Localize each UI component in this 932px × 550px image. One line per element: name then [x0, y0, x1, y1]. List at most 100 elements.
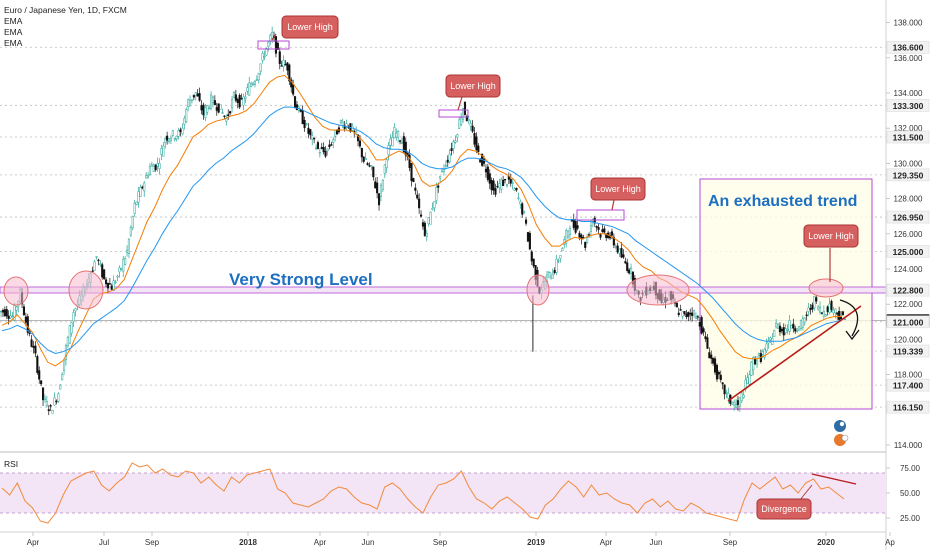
- candlestick-series: [0, 26, 846, 416]
- candle: [91, 266, 94, 272]
- candle: [288, 63, 291, 85]
- candle: [171, 130, 174, 138]
- candle: [103, 269, 106, 280]
- price-tick-label: 130.000: [894, 159, 923, 168]
- candle: [255, 75, 258, 81]
- candle: [125, 245, 129, 257]
- candle: [502, 175, 505, 187]
- candle: [710, 350, 713, 364]
- candle: [587, 232, 591, 238]
- price-level-tag: 133.300: [886, 99, 930, 112]
- candle: [188, 95, 192, 107]
- price-tick-label: 126.000: [894, 230, 923, 239]
- candle: [206, 105, 209, 115]
- candle: [5, 305, 8, 320]
- candle: [307, 123, 310, 139]
- candle: [398, 139, 402, 145]
- price-level-label: 122.800: [893, 286, 924, 296]
- ema-slow-line: [1, 106, 843, 355]
- lower-high-markers: [257, 40, 625, 221]
- candle: [425, 229, 428, 242]
- candle: [776, 323, 780, 329]
- candle: [143, 180, 146, 198]
- candle: [713, 356, 717, 375]
- candle: [166, 131, 169, 145]
- candle: [293, 95, 297, 109]
- candle: [242, 93, 245, 111]
- candle: [374, 177, 377, 189]
- time-tick-label: Jul: [99, 538, 109, 547]
- candle: [395, 128, 398, 141]
- candle: [34, 341, 37, 358]
- candle: [32, 340, 35, 354]
- candle: [61, 372, 64, 381]
- candle: [15, 305, 18, 316]
- candle: [452, 139, 455, 154]
- candle: [549, 272, 552, 280]
- candle: [173, 137, 176, 142]
- candle: [40, 380, 43, 387]
- candle: [41, 387, 45, 406]
- candle: [618, 248, 621, 257]
- candle: [402, 132, 405, 154]
- candle: [528, 230, 531, 251]
- candle: [316, 140, 320, 150]
- candle: [555, 254, 558, 276]
- candle: [376, 177, 379, 199]
- price-tick-label: 120.000: [894, 335, 923, 344]
- candle: [429, 211, 432, 225]
- candle: [818, 301, 822, 315]
- highlight-ellipse: [526, 274, 550, 306]
- candle: [124, 256, 127, 266]
- candle: [551, 268, 554, 279]
- time-tick-label: Jun: [362, 538, 375, 547]
- level-highlight-ellipses: [3, 270, 844, 310]
- candle: [95, 256, 98, 260]
- candle: [820, 312, 824, 315]
- candle: [456, 133, 459, 143]
- candle: [236, 97, 239, 109]
- candle: [500, 177, 503, 194]
- candle: [179, 127, 182, 137]
- candle: [687, 311, 690, 322]
- candle: [790, 324, 793, 329]
- candle: [129, 225, 132, 238]
- candle: [813, 295, 816, 311]
- candle: [74, 307, 77, 317]
- candle: [492, 177, 495, 195]
- candle: [614, 243, 617, 250]
- price-tick-label: 134.000: [894, 89, 923, 98]
- candle: [427, 217, 430, 227]
- ema-lines: [1, 74, 843, 367]
- candle: [131, 215, 134, 231]
- candle: [700, 315, 703, 335]
- candle: [755, 356, 759, 368]
- candle: [586, 233, 589, 245]
- candle: [467, 115, 470, 125]
- candle: [234, 89, 237, 103]
- candle: [3, 306, 6, 318]
- time-tick-label: Sep: [723, 538, 738, 547]
- candle: [240, 93, 243, 100]
- candle: [148, 163, 152, 176]
- candle: [267, 40, 270, 52]
- candle: [731, 401, 734, 405]
- candle: [767, 336, 770, 349]
- candle: [337, 124, 341, 134]
- candle: [530, 250, 533, 265]
- candle: [160, 144, 163, 161]
- lower-high-label: Lower High: [450, 81, 496, 91]
- candle: [122, 255, 125, 278]
- rsi-tick-label: 50.00: [900, 489, 921, 498]
- candle: [780, 327, 783, 334]
- candle: [782, 323, 785, 342]
- candle: [175, 135, 178, 142]
- price-tick-label: 128.000: [894, 195, 923, 204]
- candle: [377, 192, 381, 211]
- time-tick-label: Apr: [600, 538, 613, 547]
- candle: [150, 161, 153, 167]
- candle: [431, 202, 434, 211]
- price-level-tag: 131.500: [886, 130, 930, 144]
- candle: [139, 184, 142, 198]
- candle: [565, 228, 568, 248]
